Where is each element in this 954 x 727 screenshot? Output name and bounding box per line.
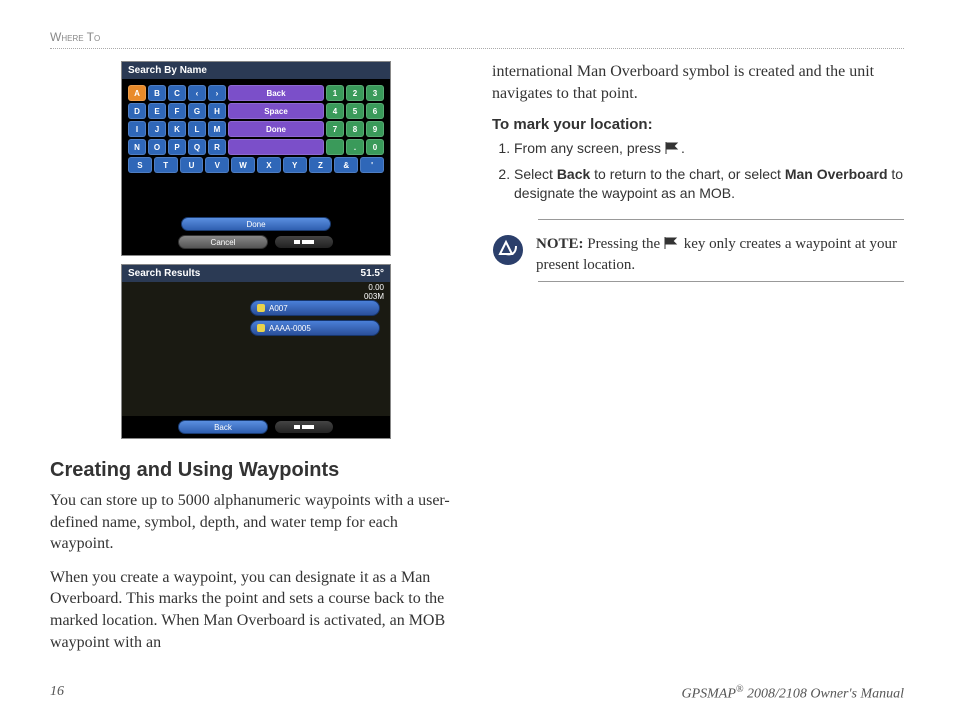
- key[interactable]: L: [188, 121, 206, 137]
- key[interactable]: H: [208, 103, 226, 119]
- key[interactable]: M: [208, 121, 226, 137]
- key[interactable]: W: [231, 157, 255, 173]
- key[interactable]: G: [188, 103, 206, 119]
- running-header: Where To: [50, 30, 904, 48]
- key[interactable]: X: [257, 157, 281, 173]
- footer-doc-title: GPSMAP® 2008/2108 Owner's Manual: [681, 684, 904, 703]
- distance-bearing: 0.00 003M: [364, 284, 384, 302]
- key[interactable]: K: [168, 121, 186, 137]
- scr2-bottom-bar: Back: [122, 416, 390, 438]
- scr2-title-text: Search Results: [128, 268, 200, 279]
- waypoint-icon: [257, 324, 265, 332]
- mode-button[interactable]: [274, 420, 334, 434]
- key[interactable]: 3: [366, 85, 384, 101]
- key[interactable]: F: [168, 103, 186, 119]
- key[interactable]: T: [154, 157, 178, 173]
- scr2-title: Search Results 51.5°: [122, 265, 390, 282]
- result-item[interactable]: A007: [250, 300, 380, 316]
- key-done[interactable]: Done: [228, 121, 324, 137]
- left-column: Search By Name A B C ‹ › Back 1 2 3 D: [50, 61, 462, 665]
- step: From any screen, press .: [514, 139, 904, 159]
- screenshot-search-results: Search Results 51.5° 0.00 003M A007 AAAA…: [121, 264, 391, 439]
- done-button[interactable]: Done: [181, 217, 331, 231]
- key[interactable]: ‹: [188, 85, 206, 101]
- screenshot-search-by-name: Search By Name A B C ‹ › Back 1 2 3 D: [121, 61, 391, 256]
- key[interactable]: E: [148, 103, 166, 119]
- scr2-body: 0.00 003M A007 AAAA-0005: [122, 282, 390, 416]
- key[interactable]: I: [128, 121, 146, 137]
- key[interactable]: [326, 139, 344, 155]
- key[interactable]: ›: [208, 85, 226, 101]
- note-block: NOTE: Pressing the key only creates a wa…: [492, 219, 904, 283]
- key[interactable]: 8: [346, 121, 364, 137]
- section-heading: Creating and Using Waypoints: [50, 459, 462, 482]
- paragraph: You can store up to 5000 alphanumeric wa…: [50, 490, 462, 555]
- paragraph: When you create a waypoint, you can desi…: [50, 567, 462, 653]
- key[interactable]: S: [128, 157, 152, 173]
- two-column-layout: Search By Name A B C ‹ › Back 1 2 3 D: [50, 61, 904, 665]
- key[interactable]: A: [128, 85, 146, 101]
- key[interactable]: 1: [326, 85, 344, 101]
- flag-icon: [664, 235, 680, 255]
- back-button[interactable]: Back: [178, 420, 268, 434]
- key[interactable]: P: [168, 139, 186, 155]
- step: Select Back to return to the chart, or s…: [514, 165, 904, 203]
- procedure-list: From any screen, press . Select Back to …: [492, 139, 904, 203]
- key[interactable]: N: [128, 139, 146, 155]
- kbd-row: D E F G H Space 4 5 6: [128, 103, 384, 119]
- key[interactable]: V: [205, 157, 229, 173]
- scr1-title: Search By Name: [122, 62, 390, 79]
- mode-button[interactable]: [274, 235, 334, 249]
- key[interactable]: 7: [326, 121, 344, 137]
- kbd-row: N O P Q R . 0: [128, 139, 384, 155]
- onscreen-keyboard: A B C ‹ › Back 1 2 3 D E F G H Sp: [122, 79, 390, 181]
- result-item[interactable]: AAAA-0005: [250, 320, 380, 336]
- key[interactable]: 6: [366, 103, 384, 119]
- key[interactable]: C: [168, 85, 186, 101]
- key[interactable]: Z: [309, 157, 333, 173]
- key[interactable]: .: [346, 139, 364, 155]
- flag-icon: [665, 140, 681, 159]
- note-rule-top: [538, 219, 904, 220]
- key[interactable]: U: [180, 157, 204, 173]
- note-rule-bottom: [538, 281, 904, 282]
- key[interactable]: Y: [283, 157, 307, 173]
- key[interactable]: J: [148, 121, 166, 137]
- right-column: international Man Overboard symbol is cr…: [492, 61, 904, 665]
- key-back[interactable]: Back: [228, 85, 324, 101]
- key[interactable]: R: [208, 139, 226, 155]
- scr2-heading: 51.5°: [361, 268, 384, 279]
- key[interactable]: 2: [346, 85, 364, 101]
- kbd-row: I J K L M Done 7 8 9: [128, 121, 384, 137]
- key[interactable]: Q: [188, 139, 206, 155]
- key[interactable]: 4: [326, 103, 344, 119]
- header-rule: [50, 48, 904, 49]
- key-space[interactable]: Space: [228, 103, 324, 119]
- kbd-row: A B C ‹ › Back 1 2 3: [128, 85, 384, 101]
- note-icon: [492, 234, 524, 266]
- procedure-heading: To mark your location:: [492, 116, 904, 133]
- cancel-button[interactable]: Cancel: [178, 235, 268, 249]
- key-blank[interactable]: [228, 139, 324, 155]
- key[interactable]: 9: [366, 121, 384, 137]
- key[interactable]: O: [148, 139, 166, 155]
- note-text: NOTE: Pressing the key only creates a wa…: [536, 234, 904, 276]
- waypoint-icon: [257, 304, 265, 312]
- key[interactable]: ': [360, 157, 384, 173]
- key[interactable]: &: [334, 157, 358, 173]
- paragraph: international Man Overboard symbol is cr…: [492, 61, 904, 104]
- kbd-row: S T U V W X Y Z & ': [128, 157, 384, 173]
- page-footer: 16 GPSMAP® 2008/2108 Owner's Manual: [50, 684, 904, 703]
- key[interactable]: 0: [366, 139, 384, 155]
- page-number: 16: [50, 684, 64, 703]
- key[interactable]: D: [128, 103, 146, 119]
- key[interactable]: 5: [346, 103, 364, 119]
- key[interactable]: B: [148, 85, 166, 101]
- scr1-bottom-bar: Done Cancel: [122, 181, 390, 255]
